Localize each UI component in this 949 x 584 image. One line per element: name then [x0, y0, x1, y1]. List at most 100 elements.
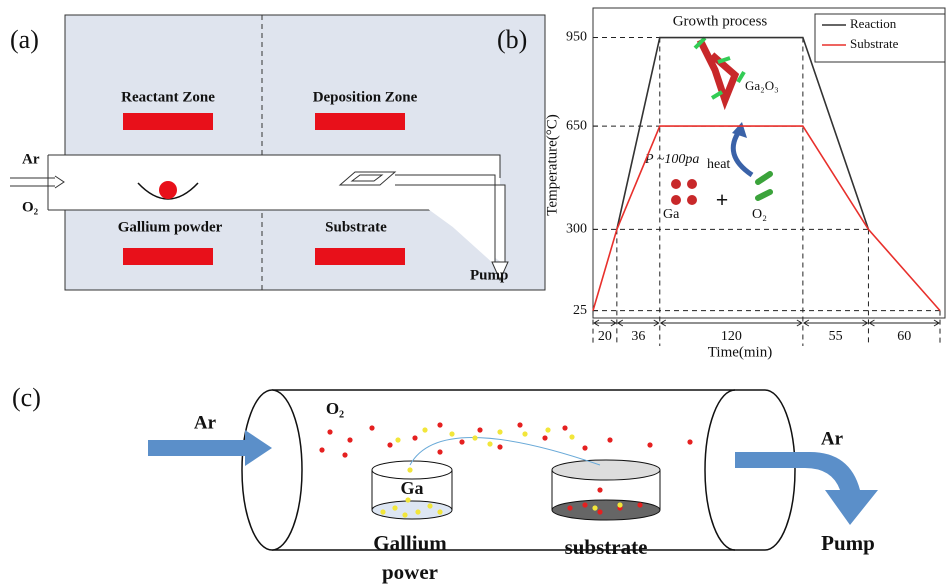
shape — [687, 195, 697, 205]
page: (a) Reactant Zone Deposition Zone Galliu… — [0, 0, 949, 584]
particle — [617, 502, 622, 507]
particle — [597, 509, 602, 514]
zone-label: Deposition Zone — [313, 89, 418, 105]
particle — [392, 505, 397, 510]
particle — [472, 435, 477, 440]
particle — [592, 505, 597, 510]
particle — [422, 427, 427, 432]
tube — [272, 390, 765, 550]
duration-arrow — [594, 320, 616, 326]
duration-arrow — [869, 320, 939, 326]
legend-label: Reaction — [850, 16, 897, 31]
gas-label: O₂ — [326, 399, 344, 418]
particle — [380, 509, 385, 514]
annotation: Ga — [663, 207, 680, 222]
tube-end — [242, 390, 302, 550]
panel-b: (b) Growth process Temperature(°C) Time(… — [497, 8, 945, 360]
panel-c: (c) Ar O₂ Ga Gallium power substrate Ar … — [12, 383, 878, 584]
heat-arrow — [733, 130, 752, 175]
particle — [402, 512, 407, 517]
caption: Gallium — [373, 531, 447, 555]
particle — [405, 497, 410, 502]
duration-label: 120 — [721, 329, 742, 344]
gas-label: Ar — [821, 428, 844, 449]
panel-label: (a) — [10, 25, 39, 54]
y-tick-label: 950 — [566, 30, 587, 45]
particle — [687, 439, 692, 444]
chart-title: Growth process — [673, 13, 768, 29]
particle — [497, 429, 502, 434]
zone-label: Substrate — [325, 219, 387, 235]
panel-a: (a) Reactant Zone Deposition Zone Galliu… — [10, 15, 545, 290]
shape — [671, 179, 681, 189]
particle — [597, 487, 602, 492]
particle — [477, 427, 482, 432]
particle — [569, 434, 574, 439]
shape — [687, 179, 697, 189]
particle — [427, 503, 432, 508]
outlet-label: Pump — [821, 531, 875, 555]
particle — [407, 467, 412, 472]
particle — [497, 444, 502, 449]
figure: (a) Reactant Zone Deposition Zone Galliu… — [0, 0, 949, 584]
particle — [522, 431, 527, 436]
caption: power — [382, 560, 438, 584]
molecule — [671, 38, 770, 205]
heater — [123, 248, 213, 265]
zone-label: Reactant Zone — [121, 89, 215, 105]
shape — [758, 174, 770, 198]
gallium-drop — [159, 181, 177, 199]
caption: substrate — [565, 535, 648, 559]
y-tick-label: 25 — [573, 303, 587, 318]
particle — [342, 452, 347, 457]
panel-label: (b) — [497, 25, 527, 54]
particle — [387, 442, 392, 447]
particle — [567, 505, 572, 510]
particle — [449, 431, 454, 436]
particle — [437, 509, 442, 514]
gas-label: Ar — [194, 412, 217, 433]
outlet-arrow — [735, 452, 878, 525]
y-tick-label: 300 — [566, 222, 587, 237]
duration-arrow — [804, 320, 868, 326]
particle — [412, 435, 417, 440]
particle — [545, 427, 550, 432]
particle — [562, 425, 567, 430]
gas-label: Ar — [22, 151, 40, 167]
duration-label: 36 — [631, 329, 645, 344]
duration-label: 55 — [829, 329, 843, 344]
y-tick-label: 650 — [566, 118, 587, 133]
zone-label: Gallium powder — [118, 219, 223, 235]
particle — [437, 422, 442, 427]
particle — [347, 437, 352, 442]
particle — [319, 447, 324, 452]
particle — [459, 439, 464, 444]
particle — [487, 441, 492, 446]
heater — [315, 248, 405, 265]
particle — [517, 422, 522, 427]
particle — [395, 437, 400, 442]
annotation: heat — [707, 157, 730, 172]
outlet-label: Pump — [470, 267, 508, 283]
legend-label: Substrate — [850, 36, 899, 51]
particle — [582, 445, 587, 450]
particle — [415, 509, 420, 514]
particle — [369, 425, 374, 430]
particle — [607, 437, 612, 442]
substrate-plate — [552, 500, 660, 520]
shape — [671, 195, 681, 205]
duration-arrow — [618, 320, 659, 326]
tube-end — [705, 390, 735, 550]
duration-label: 60 — [897, 329, 911, 344]
annotation: P ~100pa — [644, 152, 699, 167]
gas-label: O₂ — [22, 199, 39, 215]
shape — [700, 40, 735, 100]
source-label: Ga — [400, 478, 423, 498]
y-axis-label: Temperature(°C) — [544, 114, 560, 216]
annotation: O₂ — [752, 207, 767, 222]
particle — [327, 429, 332, 434]
particle — [437, 449, 442, 454]
x-axis-label: Time(min) — [708, 344, 772, 360]
tube-end — [765, 390, 795, 550]
annotation: Ga₂O₃ — [745, 78, 779, 93]
